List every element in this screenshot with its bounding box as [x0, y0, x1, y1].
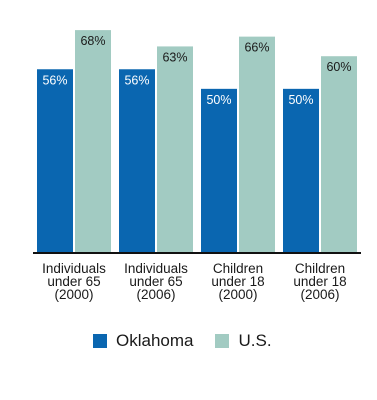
data-label-oklahoma-3: 50% — [206, 93, 231, 107]
data-label-oklahoma-4: 50% — [288, 93, 313, 107]
bar-us-3 — [239, 36, 275, 253]
bar-us-1 — [75, 30, 111, 253]
category-label-2: Individuals under 65 (2006) — [116, 261, 196, 302]
bar-oklahoma-1 — [37, 69, 73, 253]
data-label-oklahoma-1: 56% — [42, 73, 67, 87]
legend-label-us: U.S. — [238, 331, 272, 350]
category-label-line: Children — [294, 261, 346, 276]
category-label-line: Children — [212, 261, 264, 276]
data-label-us-1: 68% — [80, 34, 105, 48]
data-label-us-4: 60% — [326, 60, 351, 74]
data-label-oklahoma-2: 56% — [124, 73, 149, 87]
legend-item-us: U.S. — [215, 331, 272, 351]
category-label-line: Individuals — [42, 261, 106, 276]
category-label-4: Children under 18 (2006) — [280, 261, 360, 302]
legend-label-oklahoma: Oklahoma — [116, 331, 194, 350]
bar-oklahoma-2 — [119, 69, 155, 253]
data-label-us-2: 63% — [162, 50, 187, 64]
category-label-line: under 18 — [211, 274, 265, 289]
bar-us-4 — [321, 56, 357, 252]
category-label-line: (2000) — [54, 287, 94, 302]
category-label-line: under 65 — [47, 274, 101, 289]
category-label-line: under 18 — [293, 274, 347, 289]
data-label-us-3: 66% — [244, 41, 269, 55]
legend-swatch-oklahoma — [93, 334, 107, 348]
category-label-line: (2006) — [300, 287, 340, 302]
legend: Oklahoma U.S. — [93, 331, 294, 351]
category-label-line: (2006) — [136, 287, 176, 302]
category-label-line: Individuals — [124, 261, 188, 276]
bar-oklahoma-4 — [283, 88, 319, 252]
category-label-3: Children under 18 (2000) — [198, 261, 278, 302]
bar-oklahoma-3 — [201, 88, 237, 252]
legend-swatch-us — [215, 334, 230, 348]
bar-us-2 — [157, 46, 193, 252]
category-label-line: under 65 — [129, 274, 183, 289]
category-label-line: (2000) — [218, 287, 258, 302]
legend-item-oklahoma: Oklahoma — [93, 331, 193, 351]
category-label-1: Individuals under 65 (2000) — [34, 261, 114, 302]
